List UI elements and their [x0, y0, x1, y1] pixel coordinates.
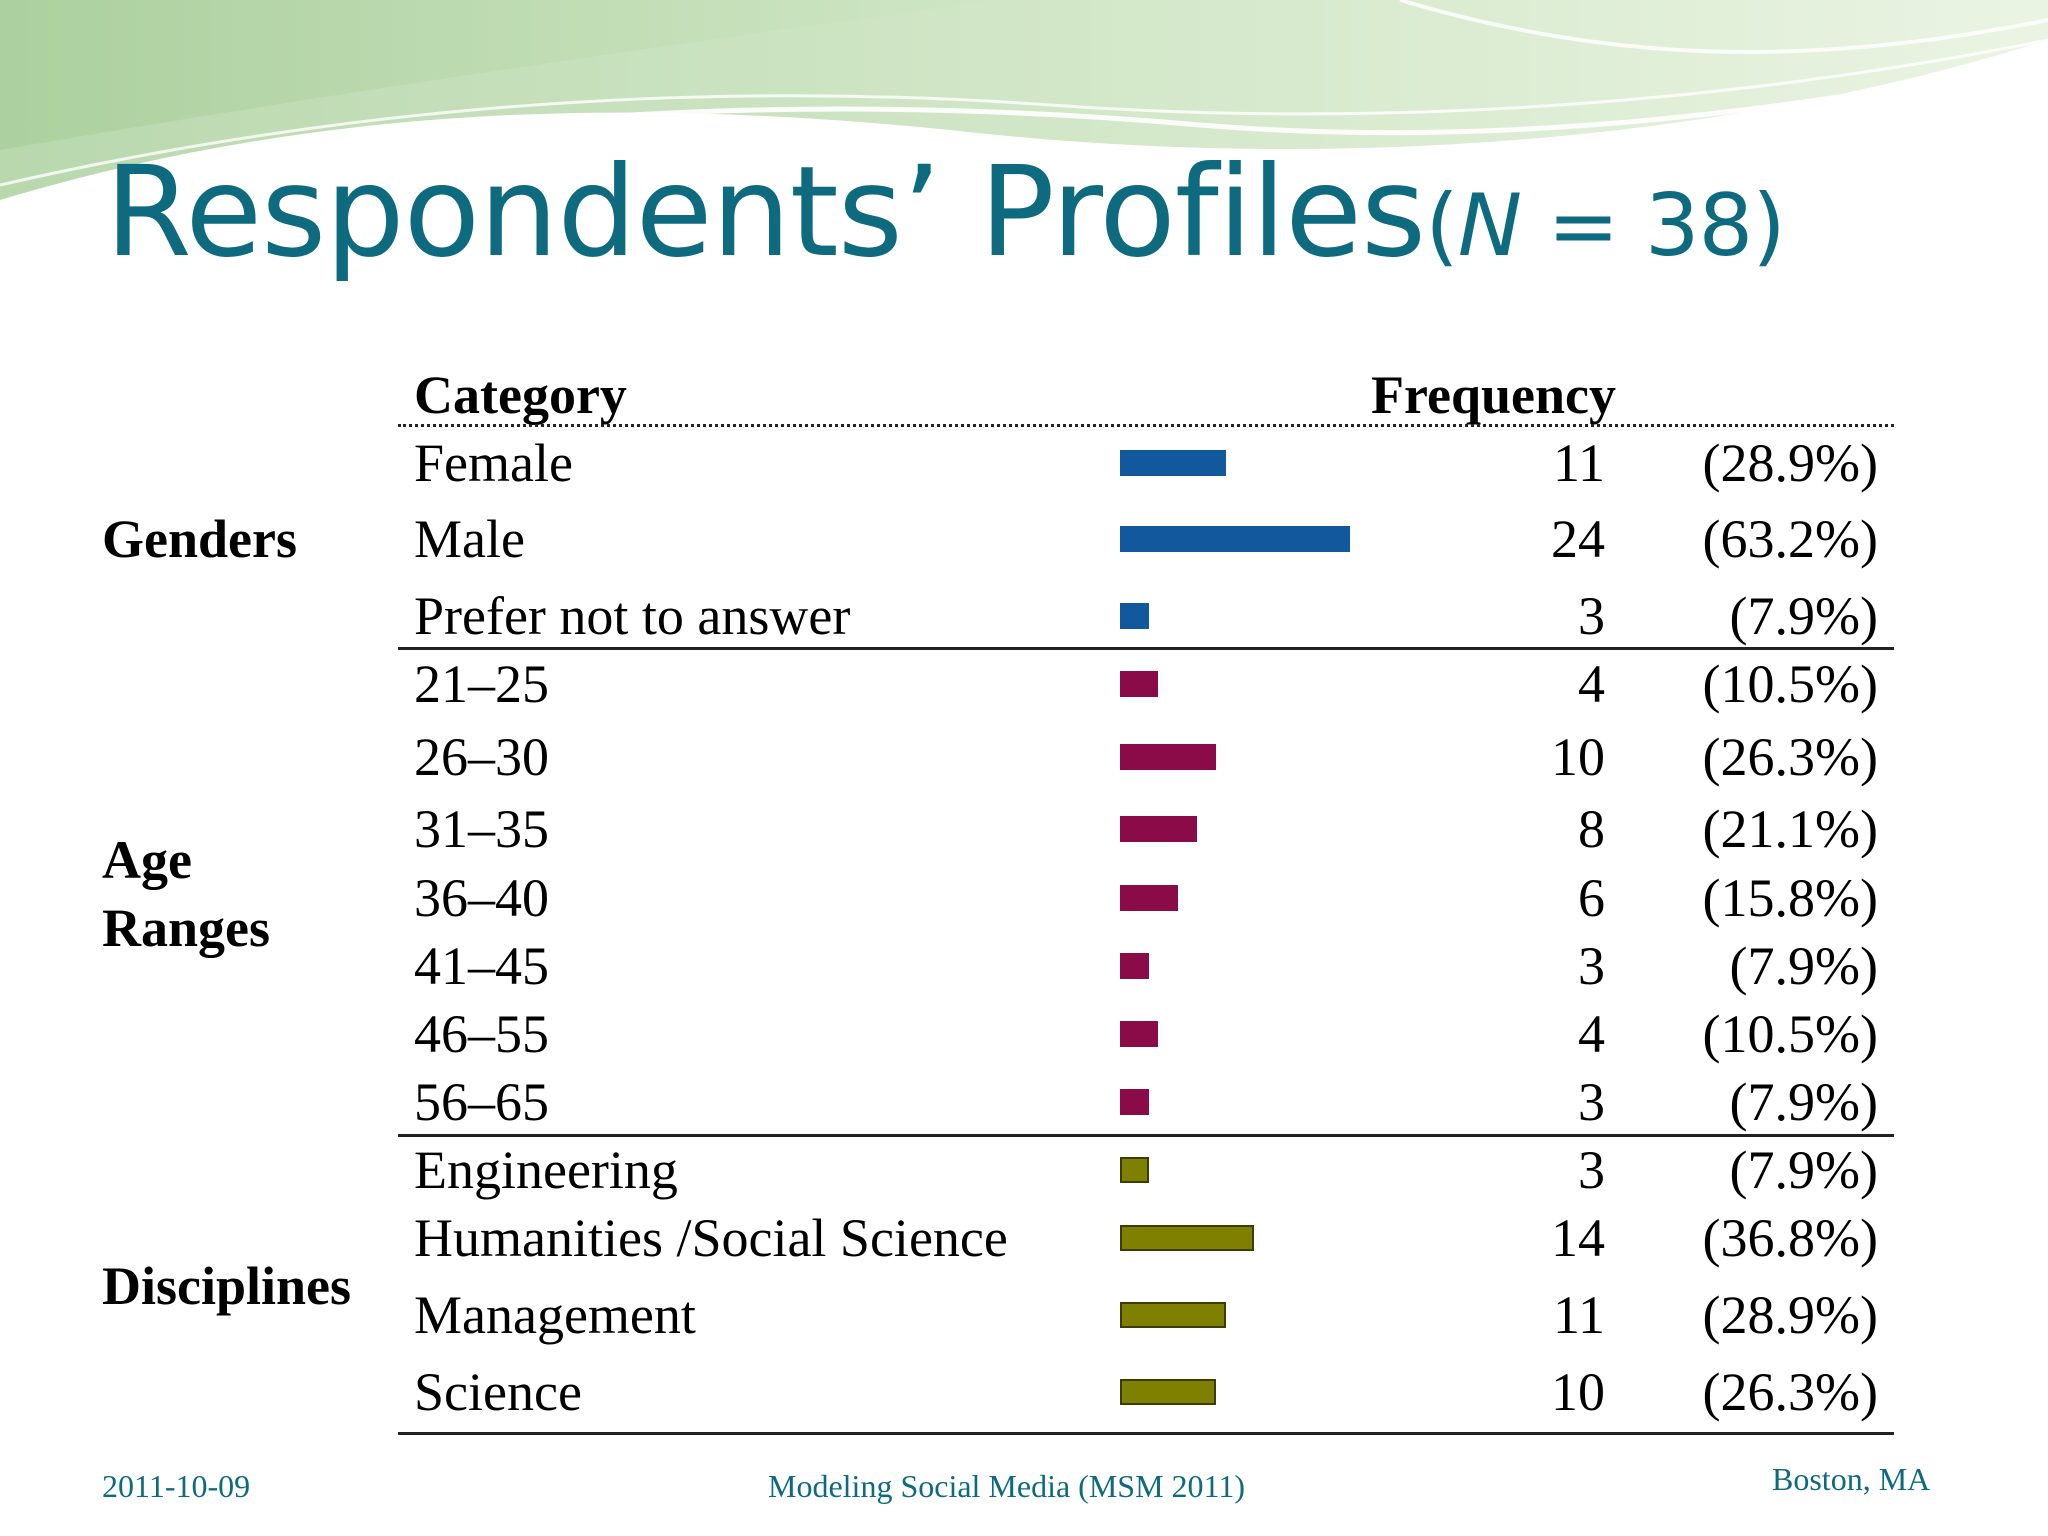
- group-label-disciplines: Disciplines: [102, 1252, 351, 1320]
- header-category: Category: [414, 365, 627, 425]
- frequency-bar: [1120, 1089, 1149, 1115]
- row-percent: (28.9%): [1702, 1285, 1878, 1345]
- row-percent: (10.5%): [1702, 654, 1878, 714]
- frequency-bar: [1120, 744, 1216, 770]
- row-count: 11: [1553, 1285, 1605, 1345]
- footer-date: 2011-10-09: [102, 1468, 251, 1504]
- row-count: 10: [1551, 1362, 1605, 1422]
- slide-title-main: Respondents’ Profiles: [105, 140, 1426, 285]
- frequency-bar: [1120, 1302, 1226, 1328]
- row-category: Science: [414, 1362, 582, 1422]
- row-category: Male: [414, 509, 525, 569]
- frequency-bar: [1120, 816, 1197, 842]
- slide-title-n-open: (: [1425, 176, 1459, 276]
- row-count: 8: [1578, 799, 1605, 859]
- group-separator: [398, 1134, 1894, 1137]
- row-count: 4: [1578, 1004, 1605, 1064]
- row-category: 46–55: [414, 1004, 549, 1064]
- row-count: 10: [1551, 727, 1605, 787]
- footer-event: Modeling Social Media (MSM 2011): [768, 1468, 1245, 1504]
- row-category: 26–30: [414, 727, 549, 787]
- row-percent: (28.9%): [1702, 433, 1878, 493]
- header-rule: [398, 424, 1894, 427]
- group-label-line: Age: [102, 830, 192, 890]
- slide-title-n-symbol: N: [1457, 176, 1522, 276]
- row-category: 21–25: [414, 654, 549, 714]
- row-percent: (10.5%): [1702, 1004, 1878, 1064]
- group-label-age-ranges: Age Ranges: [102, 826, 270, 962]
- row-category: Engineering: [414, 1140, 678, 1200]
- row-category: Female: [414, 433, 573, 493]
- group-separator: [398, 1432, 1894, 1435]
- row-count: 11: [1553, 433, 1605, 493]
- row-count: 3: [1578, 1140, 1605, 1200]
- frequency-bar: [1120, 603, 1149, 629]
- frequency-bar: [1120, 1225, 1254, 1251]
- row-percent: (7.9%): [1729, 1072, 1878, 1132]
- row-count: 3: [1578, 936, 1605, 996]
- row-percent: (21.1%): [1702, 799, 1878, 859]
- header-swoosh-decoration: [0, 0, 2048, 213]
- row-category: Management: [414, 1285, 696, 1345]
- row-count: 3: [1578, 586, 1605, 646]
- frequency-bar: [1120, 671, 1158, 697]
- row-category: 36–40: [414, 868, 549, 928]
- frequency-bar: [1120, 1379, 1216, 1405]
- group-label-line: Ranges: [102, 898, 271, 958]
- row-percent: (63.2%): [1702, 509, 1878, 569]
- row-percent: (36.8%): [1702, 1208, 1878, 1268]
- frequency-bar: [1120, 450, 1226, 476]
- row-category: 31–35: [414, 799, 549, 859]
- group-separator: [398, 647, 1894, 650]
- frequency-bar: [1120, 953, 1149, 979]
- row-count: 6: [1578, 868, 1605, 928]
- row-percent: (26.3%): [1702, 727, 1878, 787]
- row-count: 24: [1551, 509, 1605, 569]
- row-percent: (26.3%): [1702, 1362, 1878, 1422]
- row-category: Prefer not to answer: [414, 586, 851, 646]
- group-label-line: Genders: [102, 509, 297, 569]
- row-category: Humanities /Social Science: [414, 1208, 1008, 1268]
- row-count: 4: [1578, 654, 1605, 714]
- row-percent: (7.9%): [1729, 1140, 1878, 1200]
- group-label-genders: Genders: [102, 505, 297, 573]
- row-count: 14: [1551, 1208, 1605, 1268]
- row-category: 56–65: [414, 1072, 549, 1132]
- frequency-bar: [1120, 1021, 1158, 1047]
- row-percent: (7.9%): [1729, 586, 1878, 646]
- row-percent: (7.9%): [1729, 936, 1878, 996]
- footer-location: Boston, MA: [1772, 1461, 1931, 1497]
- slide-title-n-value: = 38): [1521, 176, 1785, 276]
- slide-title: Respondents’ Profiles(N = 38): [105, 150, 1786, 276]
- row-count: 3: [1578, 1072, 1605, 1132]
- frequency-bar: [1120, 885, 1178, 911]
- group-label-line: Disciplines: [102, 1256, 352, 1316]
- frequency-bar: [1120, 1157, 1149, 1183]
- row-category: 41–45: [414, 936, 549, 996]
- frequency-bar: [1120, 526, 1350, 552]
- row-percent: (15.8%): [1702, 868, 1878, 928]
- header-frequency: Frequency: [1371, 365, 1616, 425]
